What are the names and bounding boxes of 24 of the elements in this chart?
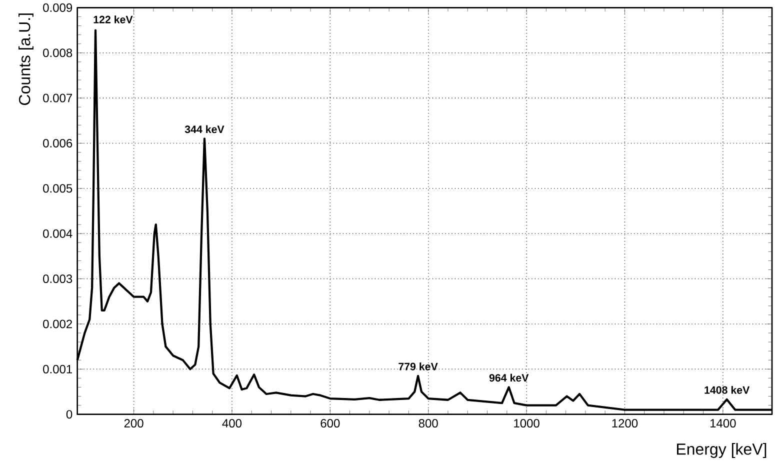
y-tick-label: 0.007 — [43, 94, 72, 102]
y-tick-label: 0.004 — [43, 229, 72, 238]
x-tick-label: 400 — [222, 419, 242, 428]
annotation: 779 keV — [398, 362, 438, 370]
y-tick-label: 0.005 — [43, 184, 72, 193]
x-tick-label: 200 — [124, 419, 144, 428]
y-tick-label: 0.002 — [43, 320, 72, 328]
annotation: 1408 keV — [704, 386, 750, 394]
y-tick-label: 0.008 — [43, 48, 72, 58]
y-axis-title: Counts [a.U.] — [18, 14, 34, 105]
y-tick-label: 0.001 — [43, 364, 72, 374]
y-tick-label: 0.003 — [43, 274, 72, 284]
x-tick-label: 1000 — [514, 419, 540, 428]
y-tick-label: 0.009 — [43, 3, 72, 12]
annotation: 964 keV — [489, 374, 529, 382]
x-axis-title: Energy [keV] — [677, 443, 766, 458]
annotation: 344 keV — [184, 125, 224, 134]
x-tick-label: 800 — [418, 419, 438, 428]
y-tick-label: 0 — [66, 410, 72, 419]
x-tick-label: 1400 — [710, 419, 736, 428]
x-tick-label: 1200 — [612, 419, 638, 428]
x-tick-label: 600 — [320, 419, 340, 428]
annotation: 122 keV — [94, 15, 133, 24]
y-tick-label: 0.006 — [43, 138, 72, 148]
